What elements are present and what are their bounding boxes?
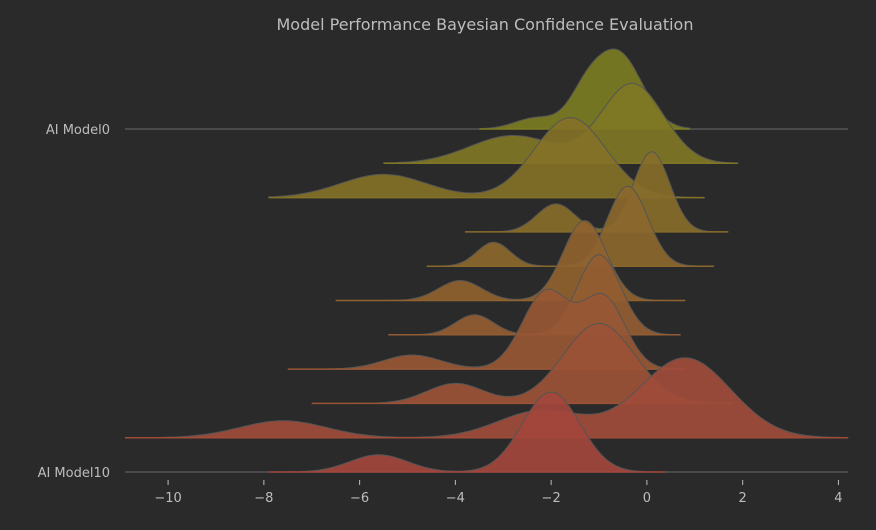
ridges [125, 48, 849, 473]
x-axis: −10 −8 −6 −4 −2 0 2 4 [154, 480, 843, 506]
x-tick-label: −10 [154, 491, 181, 506]
x-tick-label: −2 [542, 491, 561, 506]
ridge-area-10 [268, 391, 667, 473]
x-tick-label: −8 [254, 491, 273, 506]
row-label: AI Model0 [46, 123, 110, 138]
ridge-area-9 [125, 357, 849, 439]
chart-title: Model Performance Bayesian Confidence Ev… [277, 15, 694, 34]
ridge-10 [268, 391, 667, 473]
ridge-9 [125, 357, 849, 439]
row-labels: AI Model0 AI Model10 [38, 123, 110, 481]
x-tick-label: −6 [350, 491, 369, 506]
x-tick-label: −4 [446, 491, 465, 506]
ridge-area-3 [465, 151, 729, 233]
x-tick-label: 2 [739, 491, 747, 506]
row-label: AI Model10 [38, 466, 110, 481]
x-tick-label: 0 [643, 491, 651, 506]
x-tick-label: 4 [834, 491, 842, 506]
